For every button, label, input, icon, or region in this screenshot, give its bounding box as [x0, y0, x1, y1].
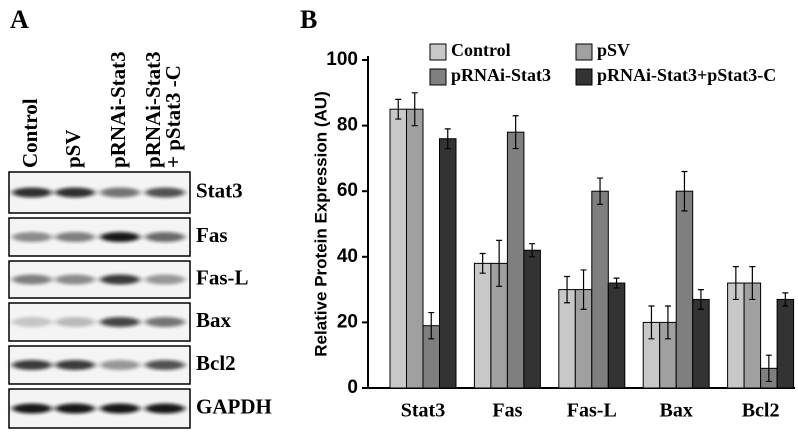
bar	[591, 190, 609, 389]
error-bar	[512, 115, 519, 150]
blot-band	[145, 317, 185, 327]
y-tick-label: 80	[337, 115, 358, 136]
error-bar	[613, 277, 620, 289]
x-tick-label: Bax	[660, 400, 693, 422]
bar	[607, 282, 626, 389]
y-tick-label: 40	[337, 246, 358, 267]
panel-label: B	[300, 5, 317, 34]
error-bar	[597, 177, 604, 205]
error-bar	[395, 98, 402, 120]
blot-band	[55, 317, 95, 327]
bar	[675, 190, 694, 389]
blot-band	[12, 360, 52, 370]
y-axis-title: Relative Protein Expression (AU)	[311, 91, 330, 356]
x-tick-label: Fas	[492, 400, 522, 422]
error-bar	[749, 266, 756, 301]
blot-band	[55, 403, 95, 414]
row-label: GAPDH	[196, 394, 272, 418]
error-bar	[732, 266, 739, 301]
x-tick-label: Bcl2	[742, 400, 780, 422]
bar	[439, 138, 457, 389]
error-bar	[479, 252, 486, 274]
blot-band	[12, 403, 52, 414]
error-bar	[681, 170, 688, 212]
bar	[473, 262, 492, 389]
legend-swatch	[575, 43, 593, 61]
blot-band	[100, 360, 140, 370]
error-bar	[496, 239, 503, 287]
lane-label: Control	[18, 98, 42, 168]
x-tick-label: Fas-L	[567, 400, 617, 422]
legend-label: pRNAi-Stat3+pStat3-C	[597, 65, 776, 85]
blot-band	[12, 274, 52, 285]
legend-label: pSV	[597, 40, 630, 60]
legend-label: Control	[451, 40, 511, 60]
blot-band	[145, 403, 185, 414]
error-bar	[529, 243, 536, 258]
blot-band	[55, 187, 95, 198]
legend-swatch	[429, 43, 447, 61]
legend-swatch	[429, 68, 447, 86]
blot-band	[100, 403, 140, 414]
y-tick-label: 60	[337, 180, 358, 201]
y-tick-label: 100	[326, 49, 358, 70]
lane-label: pRNAi-Stat3	[106, 51, 130, 168]
blot-band	[145, 274, 185, 285]
error-bar	[664, 305, 671, 340]
blot-band	[12, 232, 52, 242]
lane-label: + pStat3 -C	[161, 65, 185, 168]
bar	[406, 108, 424, 389]
y-tick-label: 0	[347, 377, 358, 398]
row-label: Bax	[196, 308, 232, 332]
error-bar	[564, 275, 571, 304]
bar	[692, 298, 710, 389]
error-bar	[765, 354, 772, 383]
error-bar	[411, 92, 418, 127]
bar	[776, 298, 795, 389]
row-label: Bcl2	[196, 351, 236, 375]
bar	[558, 289, 576, 389]
bar	[506, 131, 525, 389]
blot-band	[55, 274, 95, 285]
x-tick-label: Stat3	[401, 400, 445, 422]
blot-band	[145, 232, 185, 242]
panel-label: A	[10, 5, 29, 34]
blot-band	[12, 317, 52, 327]
blot-band	[12, 187, 52, 198]
blot-band	[145, 187, 185, 198]
legend-label: pRNAi-Stat3	[451, 65, 551, 85]
error-bar	[648, 305, 655, 340]
y-tick-label: 20	[337, 311, 358, 332]
row-label: Fas-L	[196, 265, 249, 289]
bar	[523, 249, 541, 389]
blot-band	[100, 317, 140, 327]
error-bar	[580, 269, 587, 310]
blot-band	[55, 232, 95, 242]
blot-band	[100, 232, 140, 242]
error-bar	[697, 289, 704, 310]
blot-band	[55, 360, 95, 370]
error-bar	[782, 292, 789, 307]
lane-label: pRNAi-Stat3	[141, 51, 165, 168]
bar	[389, 108, 407, 389]
blot-band	[145, 360, 185, 370]
error-bar	[444, 128, 451, 150]
legend-swatch	[575, 68, 593, 86]
blot-band	[100, 274, 140, 285]
row-label: Stat3	[196, 178, 243, 202]
lane-label: pSV	[61, 129, 85, 168]
row-label: Fas	[196, 223, 228, 247]
blot-band	[100, 187, 140, 198]
error-bar	[428, 311, 435, 340]
